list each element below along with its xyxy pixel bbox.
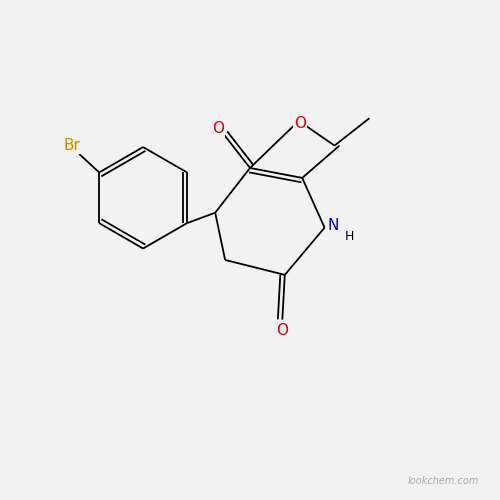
Text: N: N — [328, 218, 339, 232]
Text: lookchem.com: lookchem.com — [408, 476, 478, 486]
Text: O: O — [294, 116, 306, 130]
Text: O: O — [276, 323, 288, 338]
Text: O: O — [212, 120, 224, 136]
Text: Br: Br — [64, 138, 80, 152]
Text: H: H — [345, 230, 354, 243]
